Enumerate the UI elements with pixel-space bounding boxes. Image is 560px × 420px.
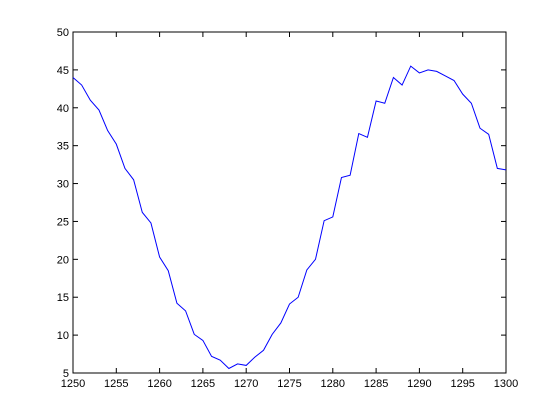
y-tick-label: 40 <box>57 103 69 115</box>
data-line <box>72 65 507 370</box>
y-tick-label: 30 <box>57 179 69 191</box>
y-tick-label: 10 <box>57 330 69 342</box>
x-tick-label: 1290 <box>407 378 431 390</box>
y-tick-label: 50 <box>57 27 69 39</box>
y-tick-label: 25 <box>57 216 69 228</box>
x-tick-label: 1280 <box>321 378 345 390</box>
x-tick-label: 1260 <box>147 378 171 390</box>
x-tick-label: 1250 <box>61 378 85 390</box>
x-tick-label: 1255 <box>104 378 128 390</box>
y-tick-label: 5 <box>63 368 69 380</box>
x-tick-label: 1270 <box>234 378 258 390</box>
y-tick-label: 20 <box>57 254 69 266</box>
plot-box <box>72 31 507 374</box>
x-tick-label: 1300 <box>494 378 518 390</box>
y-tick-label: 15 <box>57 292 69 304</box>
y-tick-label: 35 <box>57 141 69 153</box>
x-tick-label: 1265 <box>191 378 215 390</box>
x-tick-label: 1285 <box>364 378 388 390</box>
x-tick-label: 1275 <box>277 378 301 390</box>
y-tick-label: 45 <box>57 65 69 77</box>
x-tick-label: 1295 <box>450 378 474 390</box>
